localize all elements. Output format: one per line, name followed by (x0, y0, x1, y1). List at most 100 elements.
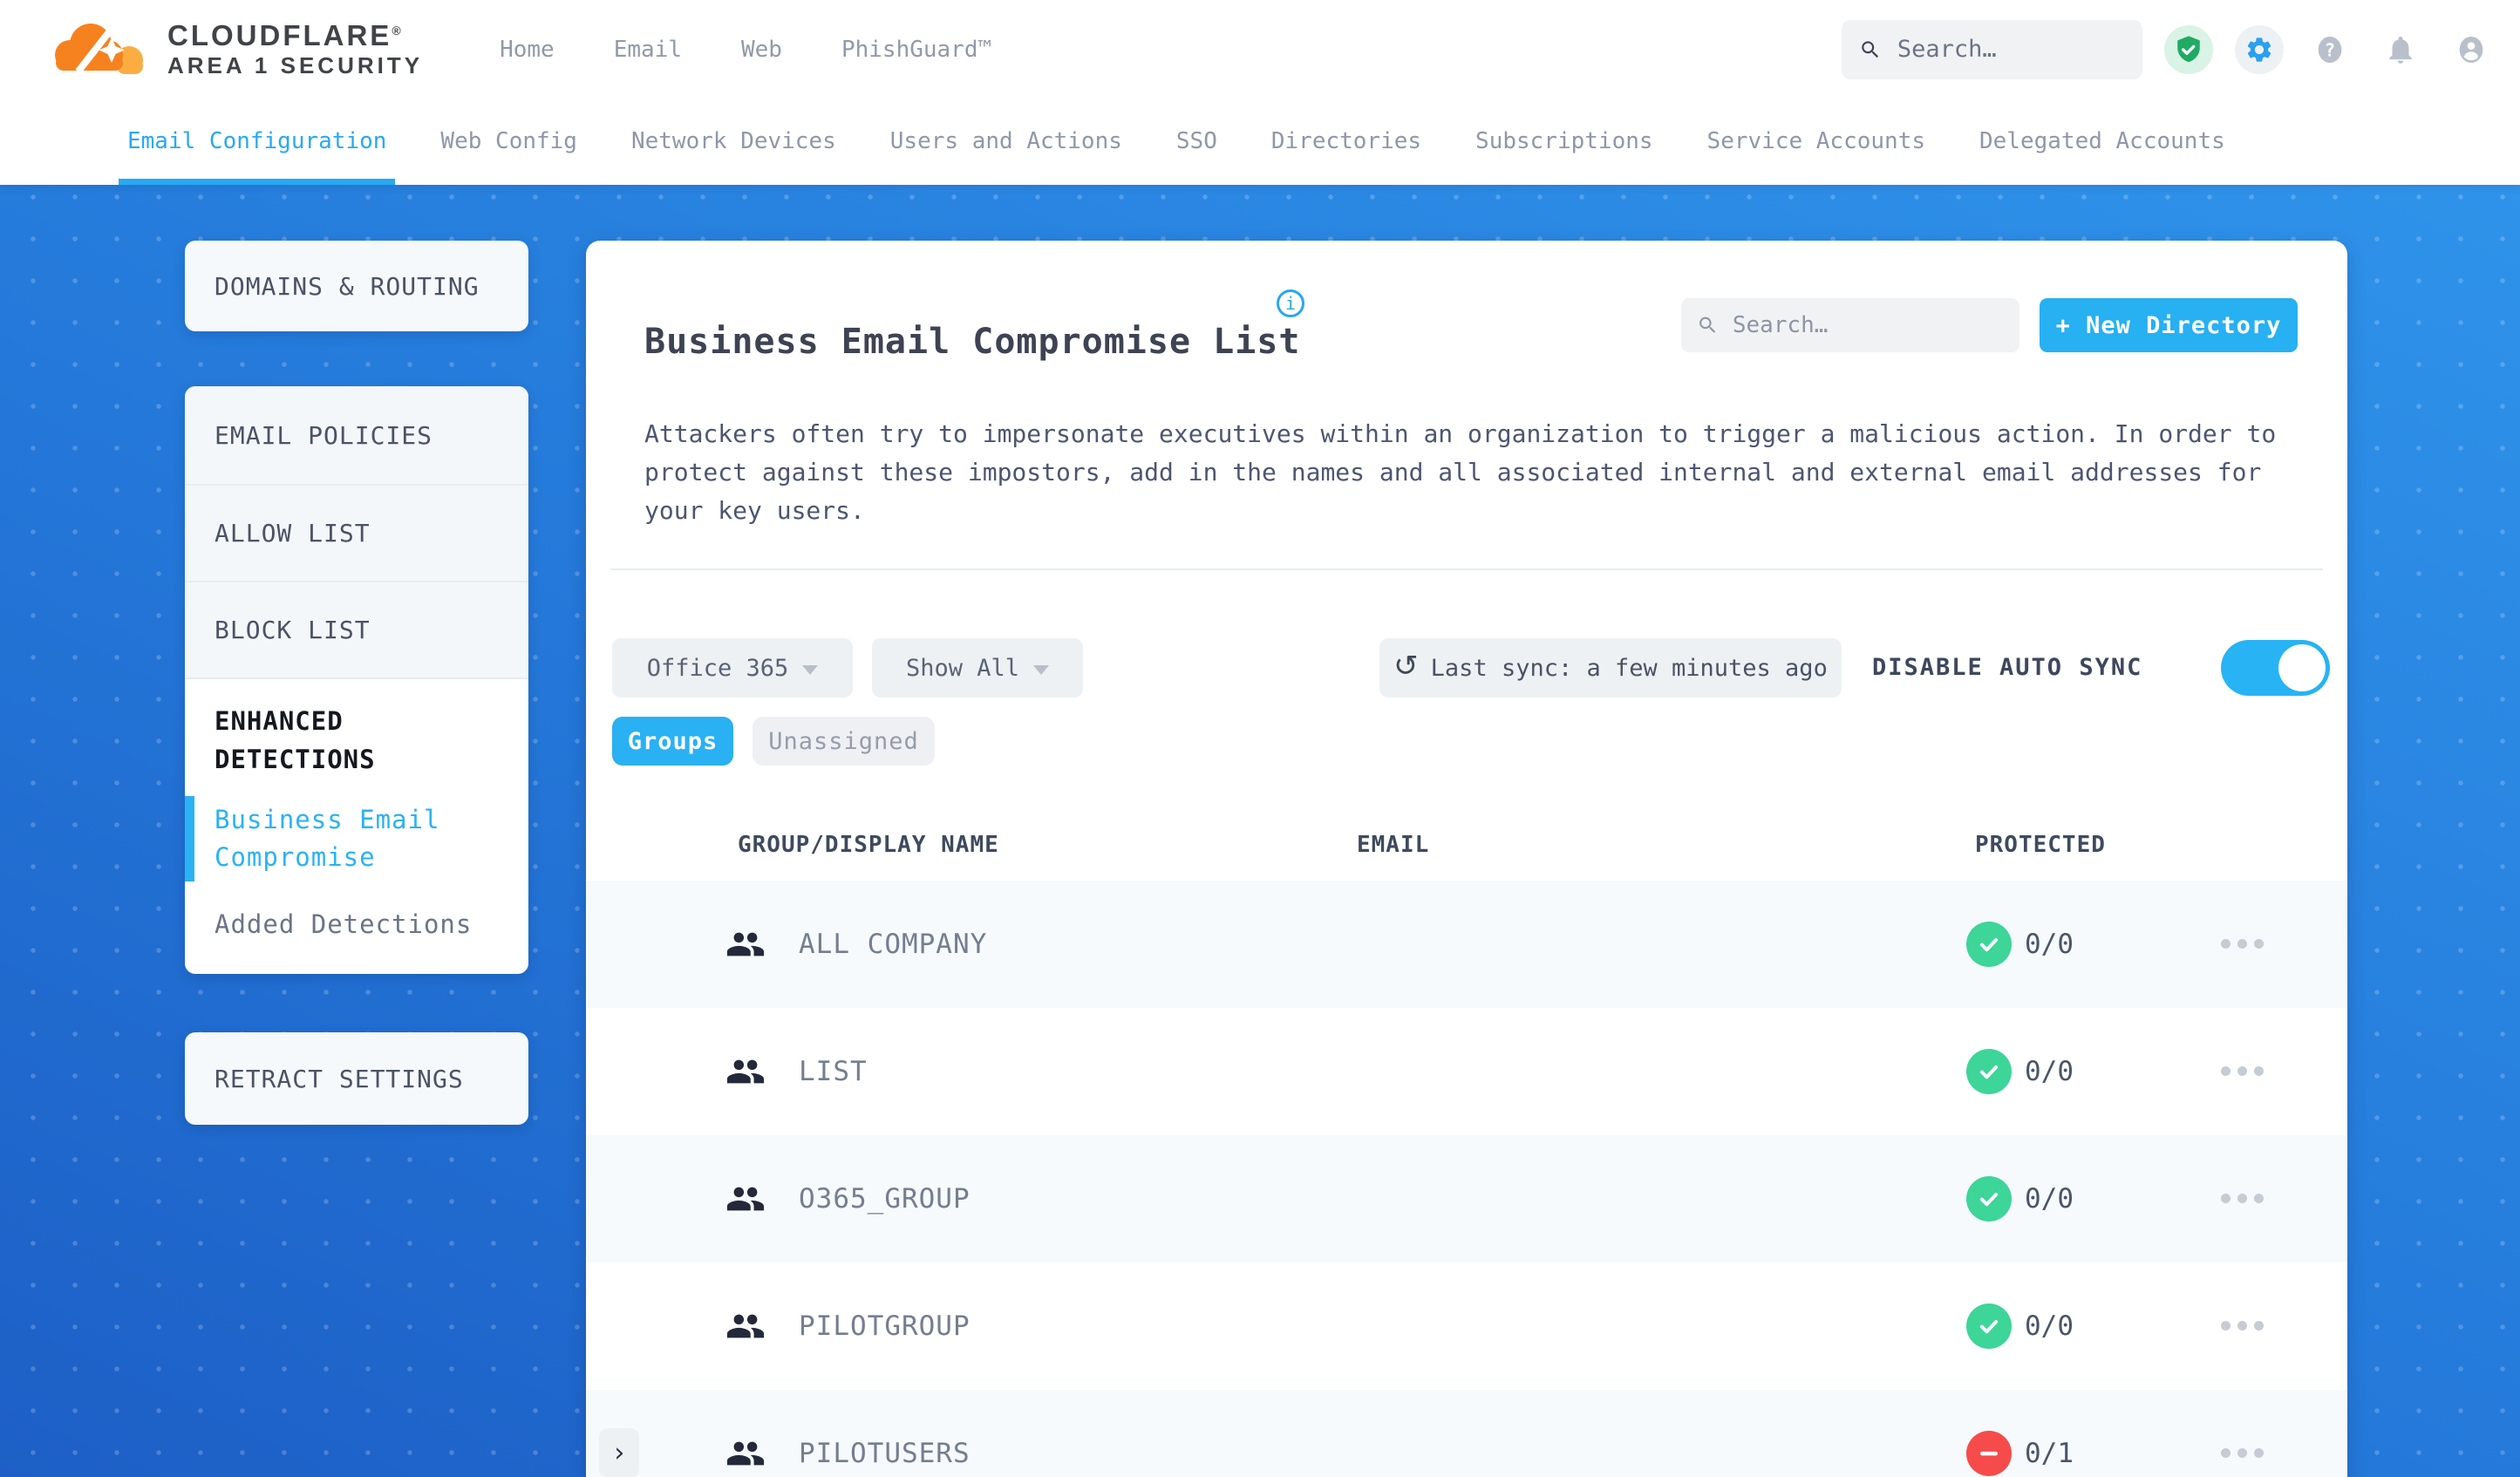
nav-item-web[interactable]: Web (740, 36, 782, 63)
protected-status-badge (1966, 1303, 2012, 1349)
protected-count: 0/0 (2025, 1310, 2074, 1342)
tab-web-config[interactable]: Web Config (440, 128, 577, 154)
tab-groups[interactable]: Groups (612, 717, 733, 766)
column-header-protected: PROTECTED (1975, 832, 2106, 858)
info-icon[interactable]: i (1277, 289, 1304, 317)
table-body: › ALL COMPANY 0/0 › LIST 0/0 › O365_GROU… (586, 881, 2347, 1477)
sidebar-section-enhanced-detections: ENHANCED DETECTIONS Business Email Compr… (185, 679, 528, 943)
expand-row-chevron-icon[interactable]: › (599, 1428, 639, 1477)
directory-search-input[interactable] (1730, 311, 2004, 339)
global-search[interactable] (1842, 19, 2142, 79)
nav-item-home[interactable]: Home (500, 36, 555, 63)
sidebar-item-allow-list[interactable]: ALLOW LIST (185, 486, 528, 582)
sidebar-item-added-detections[interactable]: Added Detections (215, 909, 473, 939)
search-icon (1699, 316, 1716, 333)
tab-network-devices[interactable]: Network Devices (630, 128, 836, 154)
table-row[interactable]: › ALL COMPANY 0/0 (586, 881, 2347, 1008)
table-row[interactable]: › PILOTUSERS 0/1 (586, 1390, 2347, 1477)
row-actions-ellipsis-icon[interactable] (2221, 1194, 2264, 1203)
group-name: ALL COMPANY (799, 929, 988, 960)
row-actions-ellipsis-icon[interactable] (2221, 1321, 2264, 1331)
group-name: O365_GROUP (799, 1183, 971, 1215)
help-icon[interactable]: ? (2305, 25, 2354, 74)
sidebar-item-domains-routing[interactable]: DOMAINS & ROUTING (215, 271, 480, 301)
tab-service-accounts[interactable]: Service Accounts (1706, 128, 1925, 154)
directory-type-dropdown[interactable]: Office 365 (612, 638, 853, 698)
last-sync-status[interactable]: ↺ Last sync: a few minutes ago (1379, 638, 1842, 698)
group-people-icon (726, 1314, 765, 1338)
table-row[interactable]: › O365_GROUP 0/0 (586, 1135, 2347, 1263)
svg-text:?: ? (2325, 39, 2335, 60)
chevron-down-icon (1033, 664, 1050, 675)
shield-check-icon[interactable] (2164, 24, 2213, 74)
main-panel: Business Email Compromise List i + New D… (586, 241, 2347, 1477)
tab-sso[interactable]: SSO (1175, 128, 1217, 154)
group-people-icon (726, 1059, 765, 1084)
group-people-icon (726, 1187, 765, 1211)
sidebar-card-domains-routing: DOMAINS & ROUTING (185, 241, 528, 331)
sidebar-item-enhanced-detections[interactable]: ENHANCED DETECTIONS (215, 706, 376, 774)
sidebar-card-email-sections: EMAIL POLICIES ALLOW LIST BLOCK LIST ENH… (185, 386, 528, 974)
tab-directories[interactable]: Directories (1270, 128, 1422, 154)
group-name: PILOTUSERS (799, 1438, 971, 1469)
protected-status-badge (1966, 1176, 2012, 1222)
sidebar-item-block-list[interactable]: BLOCK LIST (185, 582, 528, 679)
tab-delegated-accounts[interactable]: Delegated Accounts (1979, 128, 2225, 154)
notifications-bell-icon[interactable] (2376, 25, 2425, 74)
group-people-icon (726, 932, 765, 956)
check-icon (1979, 938, 1999, 952)
group-name: LIST (799, 1056, 868, 1087)
sidebar-item-email-policies[interactable]: EMAIL POLICIES (185, 386, 528, 486)
chevron-down-icon (802, 664, 819, 675)
group-name: PILOTGROUP (799, 1310, 971, 1342)
toggle-knob (2278, 644, 2326, 691)
auto-sync-toggle[interactable] (2221, 640, 2330, 696)
primary-nav: Home Email Web PhishGuard™ (500, 37, 991, 63)
column-header-email: EMAIL (1357, 832, 1430, 858)
table-header: GROUP/DISPLAY NAME EMAIL PROTECTED (586, 820, 2347, 881)
page-description: Attackers often try to impersonate execu… (644, 419, 2277, 525)
search-icon (1862, 40, 1879, 58)
content-area: DOMAINS & ROUTING EMAIL POLICIES ALLOW L… (0, 185, 2520, 1477)
tab-email-configuration[interactable]: Email Configuration (118, 99, 396, 185)
show-filter-dropdown[interactable]: Show All (872, 638, 1083, 698)
sidebar-item-retract-settings[interactable]: RETRACT SETTINGS (215, 1064, 464, 1093)
new-directory-button[interactable]: + New Directory (2040, 298, 2298, 352)
header-actions: ? (1842, 19, 2496, 79)
page-title: Business Email Compromise List (644, 321, 1301, 362)
row-actions-ellipsis-icon[interactable] (2221, 1066, 2264, 1076)
nav-item-email[interactable]: Email (613, 36, 682, 63)
registered-mark: ® (392, 23, 404, 37)
protected-count: 0/0 (2025, 929, 2074, 960)
cloudflare-cloud-icon (55, 23, 143, 74)
sync-refresh-icon: ↺ (1393, 649, 1419, 684)
tab-subscriptions[interactable]: Subscriptions (1475, 128, 1653, 154)
brand-name: CLOUDFLARE® (167, 18, 404, 51)
disable-auto-sync-label: DISABLE AUTO SYNC (1872, 654, 2143, 681)
row-actions-ellipsis-icon[interactable] (2221, 1448, 2264, 1458)
row-actions-ellipsis-icon[interactable] (2221, 939, 2264, 949)
cloudflare-logo[interactable]: CLOUDFLARE® AREA 1 SECURITY (49, 15, 423, 85)
sidebar-item-business-email-compromise[interactable]: Business Email Compromise (185, 779, 528, 881)
brand-subname: AREA 1 SECURITY (167, 52, 424, 79)
tab-users-and-actions[interactable]: Users and Actions (889, 128, 1122, 154)
check-icon (1979, 1193, 1999, 1207)
tab-unassigned[interactable]: Unassigned (753, 717, 935, 766)
protected-status-badge (1966, 922, 2012, 967)
table-row[interactable]: › LIST 0/0 (586, 1008, 2347, 1135)
settings-gear-icon[interactable] (2235, 24, 2284, 74)
table-row[interactable]: › PILOTGROUP 0/0 (586, 1263, 2347, 1390)
top-header: CLOUDFLARE® AREA 1 SECURITY Home Email W… (0, 0, 2520, 99)
check-icon (1979, 1320, 1999, 1334)
directory-search[interactable] (1681, 298, 2019, 352)
protected-status-badge (1966, 1431, 2012, 1476)
minus-icon (1980, 1451, 1998, 1456)
check-icon (1979, 1065, 1999, 1079)
protected-count: 0/1 (2025, 1438, 2074, 1469)
account-icon[interactable] (2447, 25, 2496, 74)
divider (610, 568, 2323, 570)
protected-count: 0/0 (2025, 1056, 2074, 1087)
nav-item-phishguard[interactable]: PhishGuard™ (841, 36, 992, 63)
global-search-input[interactable] (1895, 35, 2125, 64)
